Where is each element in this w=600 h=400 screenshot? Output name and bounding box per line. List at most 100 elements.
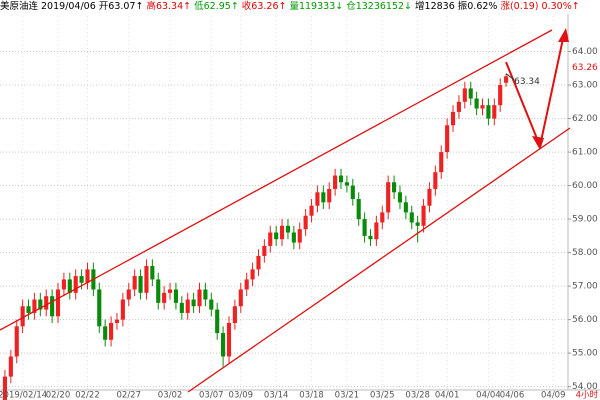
candle-body (492, 105, 497, 119)
candle-body (197, 289, 202, 307)
candle-body (167, 289, 173, 293)
candle-body (55, 289, 61, 317)
x-tick-label: 02/22 (75, 391, 100, 400)
candle-body (44, 296, 49, 310)
x-tick-label: 03/25 (370, 391, 395, 400)
candle-body (309, 205, 314, 216)
candle-body (380, 212, 385, 223)
candle-body (97, 289, 102, 327)
x-tick-label: 2019/02/14 (0, 391, 47, 400)
candle-body (215, 309, 220, 334)
candle-body (350, 185, 355, 199)
y-tick-label: 56.00 (572, 315, 598, 325)
x-tick-label: 03/28 (405, 391, 430, 400)
candle-body (120, 299, 125, 320)
header-field: 收63.26↑ (241, 1, 287, 12)
y-tick-label: 57.00 (572, 282, 598, 292)
candle-body (409, 212, 414, 223)
candle-body (315, 192, 320, 206)
x-tick-label: 02/20 (46, 391, 71, 400)
max-pointer (505, 73, 515, 81)
candle-body (327, 188, 332, 203)
header-field: 美原油连 (0, 1, 39, 12)
candle-body (67, 279, 72, 293)
header-field: 仓13236152↓ (346, 1, 413, 12)
candle-body (456, 101, 461, 112)
candle-body (397, 192, 403, 203)
candle-body (439, 152, 444, 173)
quote-header: 美原油连 2019/04/06 开63.07↑ 高63.34↑ 低62.95↑ 收63.2… (0, 0, 600, 14)
header-field: 高63.34↑ (146, 1, 192, 12)
candle-body (386, 182, 391, 213)
candle-body (427, 188, 432, 206)
candle-body (226, 322, 232, 357)
arrow-head (532, 136, 544, 150)
candle-body (268, 232, 273, 246)
candle-body (238, 289, 243, 307)
candle-body (2, 376, 8, 400)
candle-body (450, 111, 456, 126)
x-tick-label: 03/18 (299, 391, 324, 400)
y-tick-label: 60.00 (572, 181, 598, 191)
candle-body (421, 205, 426, 226)
candle-body (162, 292, 167, 303)
candle-body (374, 222, 379, 240)
x-tick-label: 03/07 (199, 391, 224, 400)
candle-body (250, 269, 255, 280)
candle-body (445, 125, 450, 153)
candle-body (26, 306, 31, 313)
y-tick-label: 54.00 (572, 382, 598, 392)
header-field: 增12836 (415, 1, 455, 12)
arrow-head (558, 28, 569, 42)
candle-body (132, 276, 137, 290)
x-tick-label: 03/14 (264, 391, 289, 400)
header-field: 涨(0.19) 0.30%↑ (500, 1, 580, 12)
x-tick-label: 03/09 (229, 391, 254, 400)
x-tick-label: 04/04 (476, 391, 501, 400)
candle-body (297, 229, 302, 243)
candle-body (344, 182, 349, 186)
candle-body (14, 326, 19, 357)
header-field: 振0.62% (457, 1, 498, 12)
candle-body (8, 356, 13, 377)
y-tick-label: 64.00 (572, 47, 598, 57)
header-field: 开63.07↑ (98, 1, 144, 12)
candle-body (173, 289, 178, 303)
candle-body (191, 299, 196, 307)
candle-body (114, 319, 120, 323)
labels: 54.00 55.00 56.00 57.00 58.00 59.00 60.00 61.00… (0, 47, 598, 400)
candle-body (73, 276, 78, 293)
candle-body (356, 199, 361, 220)
candle-body (179, 302, 184, 313)
period-label: 4小时 (576, 390, 599, 400)
x-tick-label: 04/01 (435, 391, 460, 400)
candle-body (244, 279, 249, 290)
candle-body (203, 289, 208, 300)
y-tick-label: 59.00 (572, 215, 598, 225)
candle-body (209, 299, 214, 310)
candle-body (150, 266, 155, 280)
candle-body (256, 255, 261, 270)
y-tick-label: 61.00 (572, 148, 598, 158)
candle-body (321, 192, 326, 203)
candle-body (185, 299, 190, 313)
candle-body (480, 105, 485, 109)
channel-upper (0, 29, 553, 331)
y-tick-label: 55.00 (572, 349, 598, 359)
candle-body (498, 85, 503, 106)
candle-body (79, 276, 84, 283)
candle-body (392, 182, 397, 193)
header-field: 量119333↓ (289, 1, 344, 12)
max-label: 63.34 (514, 77, 540, 87)
x-tick-label: 04/09 (541, 391, 566, 400)
candle-body (138, 276, 143, 293)
candle-body (50, 296, 55, 317)
candle-body (85, 269, 90, 283)
x-tick-label: 02/27 (117, 391, 142, 400)
candle-body (109, 322, 114, 340)
x-tick-label: 03/02 (158, 391, 183, 400)
candle-body (462, 88, 467, 102)
candle-body (468, 88, 473, 99)
